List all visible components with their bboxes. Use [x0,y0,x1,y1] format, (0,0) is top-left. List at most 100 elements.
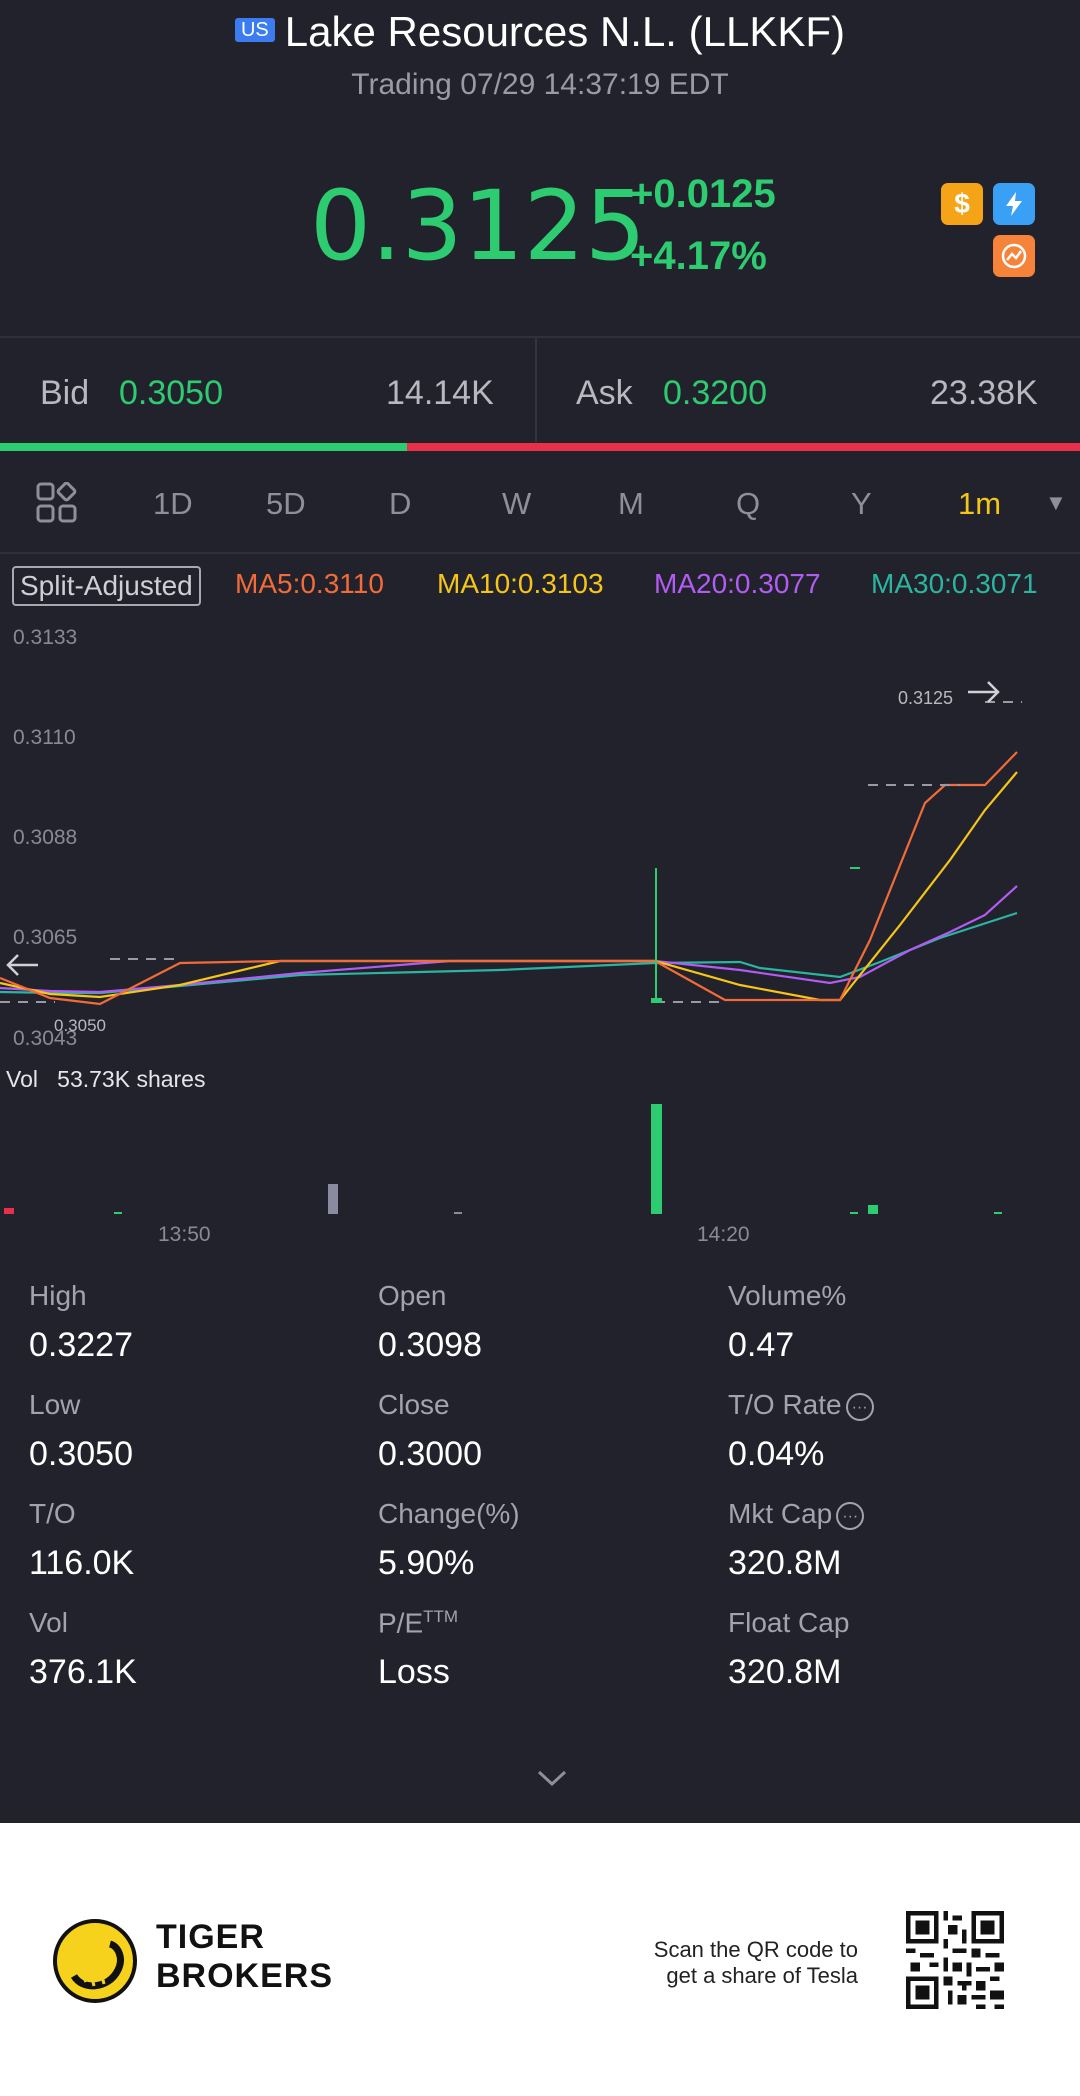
stat-label-high: High [29,1280,87,1311]
chart-alert-icon[interactable] [993,235,1035,277]
stat-value-high: 0.3227 [29,1326,133,1364]
volume-bar [328,1184,338,1214]
tab-1d[interactable]: 1D [153,486,193,521]
layout-grid-icon[interactable] [36,481,78,529]
ask-price: 0.3200 [663,374,767,412]
bid-size: 14.14K [386,374,494,412]
bid-price: 0.3050 [119,374,223,412]
stat-label-to: T/O [29,1498,76,1529]
price-chart[interactable]: 0.3125 0.3050 [0,600,1080,1240]
ask-strength-bar [407,443,1080,451]
stat-label-close: Close [378,1389,450,1420]
stat-value-mkt-cap: 320.8M [728,1544,842,1582]
volume-bar [651,1104,662,1214]
expand-chevron-icon[interactable] [536,1768,568,1793]
stat-label-mkt-cap-row: Mkt Cap ··· [728,1498,865,1530]
more-info-icon[interactable]: ··· [845,1392,874,1421]
stat-value-pe: Loss [378,1653,450,1691]
ma5-line [0,751,1018,1006]
y-tick-label: 0.3065 [13,926,78,949]
volume-bar [994,1212,1002,1214]
stock-title: Lake Resources N.L. (LLKKF) [284,8,846,55]
stat-value-volume-pct: 0.47 [728,1326,795,1364]
flash-icon[interactable] [993,183,1035,225]
ma10-label: MA10:0.3103 [437,568,604,599]
volume-bar [454,1212,462,1214]
brand-name-line1: TIGER [156,1918,265,1956]
stat-label-open: Open [378,1280,447,1311]
stat-label-pe-sup: TTM [423,1607,459,1626]
tab-5d[interactable]: 5D [266,486,306,521]
trading-status: Trading 07/29 14:37:19 EDT [351,68,729,101]
volume-bar [114,1212,122,1214]
volume-value: 53.73K shares [57,1066,206,1092]
last-price: 0.3125 [310,170,646,282]
stat-label-low: Low [29,1389,81,1420]
stat-value-open: 0.3098 [378,1326,482,1364]
volume-label: Vol 53.73K shares [6,1066,205,1093]
divider [0,552,1080,554]
volume-bar [850,1212,858,1214]
arrow-left-icon [6,954,38,976]
tab-d[interactable]: D [389,486,412,521]
arrow-right-icon [968,681,1000,703]
ma10-line [0,771,1018,1002]
more-info-icon[interactable]: ··· [836,1501,865,1530]
last-price-tag: 0.3125 [898,688,953,708]
bid-ask-divider [535,338,537,442]
ask-size: 23.38K [930,374,1038,412]
stat-label-volume-pct: Volume% [728,1280,847,1311]
bid-label: Bid [40,374,90,412]
bid-strength-bar [0,443,407,451]
ask-label: Ask [576,374,633,412]
tab-q[interactable]: Q [736,486,761,521]
y-tick-label: 0.3043 [13,1027,78,1050]
brand-name-line2: BROKERS [156,1957,334,1995]
low-price-tag: 0.3050 [54,1016,106,1035]
dollar-icon[interactable]: $ [941,183,983,225]
stat-value-to-rate: 0.04% [728,1435,825,1473]
price-change: +0.0125 [630,172,776,216]
qr-caption-line2: get a share of Tesla [666,1963,858,1988]
stat-label-mkt-cap: Mkt Cap [728,1498,833,1529]
caret-down-icon[interactable]: ▼ [1045,490,1067,515]
qr-caption-line1: Scan the QR code to [653,1937,858,1962]
tab-w[interactable]: W [502,486,532,521]
stat-label-to-rate-row: T/O Rate ··· [728,1389,874,1421]
stat-label-vol: Vol [29,1607,68,1638]
x-tick-label: 13:50 [158,1223,211,1246]
x-tick-label: 14:20 [697,1223,750,1246]
tiger-logo-icon [52,1918,138,2009]
ma30-label: MA30:0.3071 [871,568,1038,599]
tab-1m[interactable]: 1m [958,486,1002,521]
volume-bar [4,1208,14,1214]
stat-label-pe: P/E [378,1607,424,1639]
stat-label-float-cap: Float Cap [728,1607,850,1638]
stat-value-close: 0.3000 [378,1435,482,1473]
stat-value-float-cap: 320.8M [728,1653,842,1691]
volume-bar [868,1205,878,1214]
divider [0,336,1080,338]
y-tick-label: 0.3088 [13,826,78,849]
stat-label-pe-row: P/ETTM [378,1607,458,1639]
stat-label-change-pct: Change(%) [378,1498,520,1529]
qr-caption: Scan the QR code to get a share of Tesla [528,1937,858,1989]
header-title-row: US Lake Resources N.L. (LLKKF) [0,8,1080,64]
stat-value-low: 0.3050 [29,1435,133,1473]
split-adjusted-button[interactable]: Split-Adjusted [12,566,201,606]
market-badge: US [234,18,275,42]
price-change-percent: +4.17% [630,234,767,278]
tab-y[interactable]: Y [851,486,872,521]
stat-value-vol: 376.1K [29,1653,137,1691]
qr-code [906,1911,1004,2014]
volume-title: Vol [6,1066,38,1092]
footer-banner: TIGER BROKERS Scan the QR code to get a … [0,1823,1080,2096]
ma20-label: MA20:0.3077 [654,568,821,599]
ma5-label: MA5:0.3110 [235,568,384,599]
stat-value-change-pct: 5.90% [378,1544,475,1582]
y-tick-label: 0.3133 [13,626,78,649]
y-tick-label: 0.3110 [13,726,76,749]
tab-m[interactable]: M [618,486,644,521]
stat-value-to: 116.0K [29,1544,135,1582]
stat-label-to-rate: T/O Rate [728,1389,842,1420]
